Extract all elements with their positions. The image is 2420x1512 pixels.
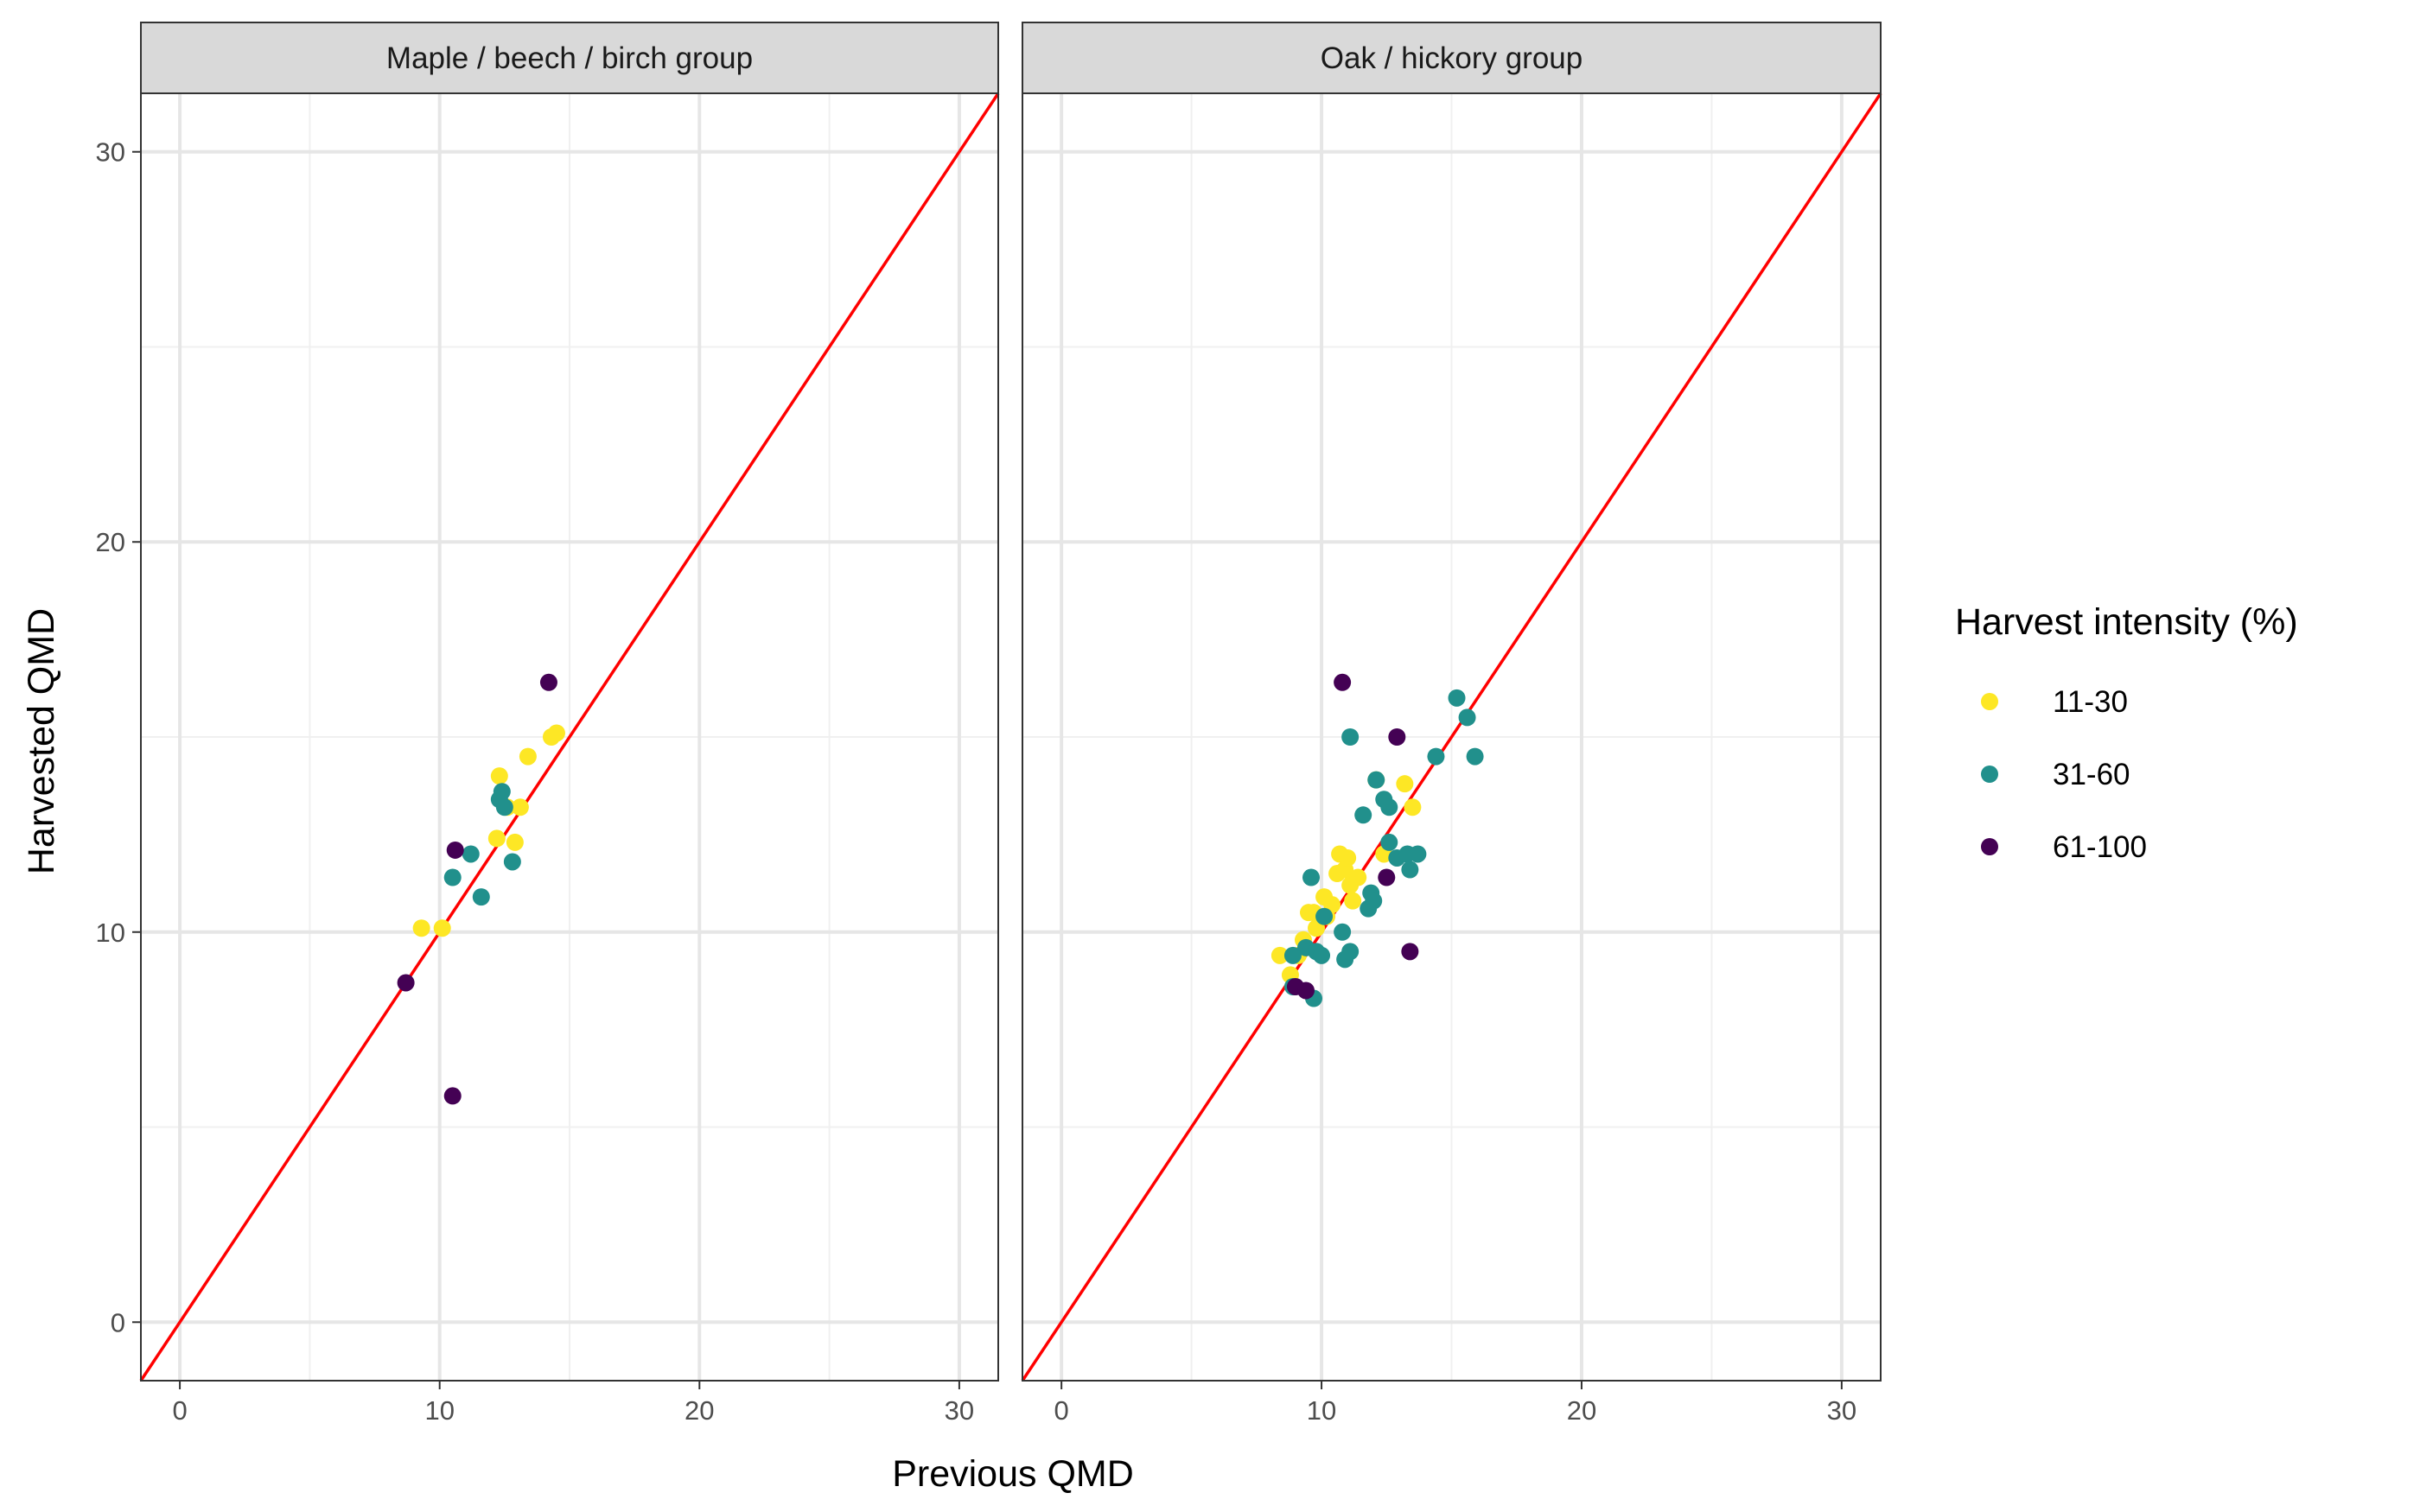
legend: Harvest intensity (%) 11-30 31-60 61-100 [1955,601,2298,864]
x-tick-label: 30 [945,1395,974,1426]
legend-entries: 11-30 31-60 61-100 [1981,685,2147,864]
data-point-31-60 [493,783,511,801]
data-point-61-100 [1296,982,1315,1000]
data-point-11-30 [519,747,537,766]
data-point-31-60 [1448,689,1466,707]
panels-layer: Maple / beech / birch group 0 10 20 30 0 10 20 3… [96,22,1882,1426]
legend-title: Harvest intensity (%) [1955,601,2298,643]
data-point-11-30 [1396,775,1414,793]
gridlines [141,93,998,1381]
panel-strip [140,22,999,94]
data-point-31-60 [1341,943,1360,961]
panel-2: Oak / hickory group 0 10 20 30 [1021,22,1882,1426]
legend-entry-61-100: 61-100 [1981,830,2147,864]
data-point-11-30 [506,833,524,851]
panel-1: Maple / beech / birch group 0 10 20 30 0 10 20 3… [96,22,1000,1426]
data-point-31-60 [1367,771,1385,789]
panel-border [140,92,999,1382]
legend-entry-31-60: 31-60 [1981,758,2130,791]
data-point-31-60 [1380,833,1398,851]
data-point-31-60 [1315,907,1334,925]
x-axis-ticks: 0 10 20 30 [1054,1381,1856,1426]
data-points [397,673,565,1105]
data-point-11-30 [1344,892,1362,910]
data-point-61-100 [397,974,415,992]
legend-key [1981,838,1998,855]
data-point-61-100 [1334,673,1352,691]
data-point-31-60 [495,798,513,816]
data-point-31-60 [1334,923,1352,941]
y-tick-label: 10 [96,918,125,948]
legend-key [1981,766,1998,783]
legend-key [1981,693,1998,710]
data-point-31-60 [1365,892,1383,910]
panel-strip-label: Oak / hickory group [1321,41,1583,75]
data-point-31-60 [1341,728,1360,746]
legend-label: 11-30 [2053,685,2128,719]
data-point-31-60 [503,853,521,871]
data-point-61-100 [443,1087,462,1105]
data-point-31-60 [1283,946,1302,964]
y-tick-label: 0 [111,1307,125,1337]
data-point-31-60 [443,868,462,886]
data-point-61-100 [539,673,557,691]
legend-label: 31-60 [2053,758,2130,791]
data-point-11-30 [412,919,430,937]
data-point-11-30 [487,829,506,848]
data-point-31-60 [1302,868,1321,886]
y-axis-title: Harvested QMD [21,608,62,874]
data-point-31-60 [1313,946,1331,964]
panel-strip-label: Maple / beech / birch group [386,41,753,75]
data-point-11-30 [1339,848,1357,867]
data-point-61-100 [446,841,464,859]
data-point-31-60 [1380,798,1398,816]
x-tick-label: 10 [1307,1395,1336,1426]
identity-reference-line [1021,92,1882,1382]
x-tick-label: 20 [1567,1395,1596,1426]
data-point-11-30 [1404,798,1422,816]
y-axis-ticks: 0 10 20 30 [96,137,141,1337]
x-tick-label: 10 [424,1395,454,1426]
data-point-31-60 [1401,861,1419,879]
x-tick-label: 0 [172,1395,187,1426]
y-tick-label: 30 [96,137,125,168]
legend-label: 61-100 [2053,830,2147,864]
panel-strip [1022,22,1882,94]
data-point-11-30 [433,919,451,937]
x-axis-title: Previous QMD [892,1453,1134,1495]
x-tick-label: 0 [1054,1395,1069,1426]
gridlines [1022,93,1881,1381]
data-point-31-60 [1458,708,1476,727]
data-point-11-30 [1270,946,1289,964]
x-tick-label: 30 [1827,1395,1856,1426]
panel-border [1022,92,1882,1382]
data-point-11-30 [1349,868,1367,886]
x-axis-ticks: 0 10 20 30 [172,1381,974,1426]
data-point-31-60 [1354,806,1372,824]
x-tick-label: 20 [685,1395,714,1426]
data-point-31-60 [1409,845,1427,863]
data-point-61-100 [1388,728,1406,746]
data-point-31-60 [472,888,490,906]
legend-entry-11-30: 11-30 [1981,685,2128,719]
identity-reference-line [139,92,1000,1382]
data-point-61-100 [1378,868,1396,886]
data-point-61-100 [1401,943,1419,961]
data-point-11-30 [490,767,508,785]
data-point-31-60 [462,845,480,863]
data-point-31-60 [1427,747,1445,766]
data-point-11-30 [547,724,565,742]
data-point-31-60 [1466,747,1484,766]
data-point-11-30 [511,798,529,816]
data-points [1270,673,1484,1007]
y-tick-label: 20 [96,527,125,557]
